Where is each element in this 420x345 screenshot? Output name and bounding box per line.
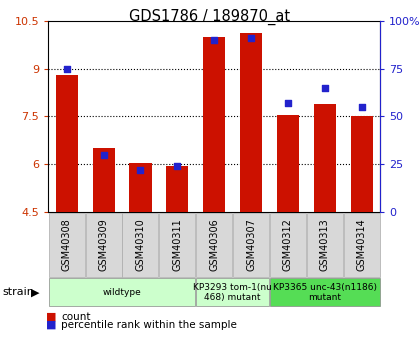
Text: strain: strain	[2, 287, 34, 297]
Text: GSM40306: GSM40306	[209, 219, 219, 271]
Bar	[240, 33, 262, 212]
Bar	[166, 166, 189, 212]
Bar	[56, 75, 78, 212]
Text: KP3365 unc-43(n1186)
mutant: KP3365 unc-43(n1186) mutant	[273, 283, 377, 302]
Point	[358, 104, 365, 110]
Text: percentile rank within the sample: percentile rank within the sample	[61, 320, 237, 330]
Point	[137, 167, 144, 173]
Text: ■: ■	[46, 312, 57, 322]
Text: GSM40308: GSM40308	[62, 219, 72, 271]
Point	[248, 35, 255, 41]
Text: ■: ■	[46, 320, 57, 330]
Point	[63, 66, 70, 71]
Text: ▶: ▶	[31, 287, 39, 297]
Text: GSM40314: GSM40314	[357, 219, 367, 271]
Bar	[203, 37, 225, 212]
Point	[285, 100, 291, 106]
Point	[321, 85, 328, 90]
Text: wildtype: wildtype	[102, 288, 142, 297]
Text: GSM40313: GSM40313	[320, 219, 330, 271]
Bar	[351, 117, 373, 212]
Text: GSM40312: GSM40312	[283, 218, 293, 272]
Bar	[314, 104, 336, 212]
Point	[211, 37, 218, 43]
Bar	[92, 148, 115, 212]
Text: count: count	[61, 312, 90, 322]
Point	[100, 152, 107, 157]
Text: GDS1786 / 189870_at: GDS1786 / 189870_at	[129, 9, 291, 25]
Text: KP3293 tom-1(nu
468) mutant: KP3293 tom-1(nu 468) mutant	[193, 283, 272, 302]
Text: GSM40310: GSM40310	[136, 219, 145, 271]
Bar	[277, 115, 299, 212]
Text: GSM40309: GSM40309	[99, 219, 109, 271]
Point	[174, 164, 181, 169]
Text: GSM40311: GSM40311	[172, 219, 182, 271]
Bar	[129, 163, 152, 212]
Text: GSM40307: GSM40307	[246, 218, 256, 272]
